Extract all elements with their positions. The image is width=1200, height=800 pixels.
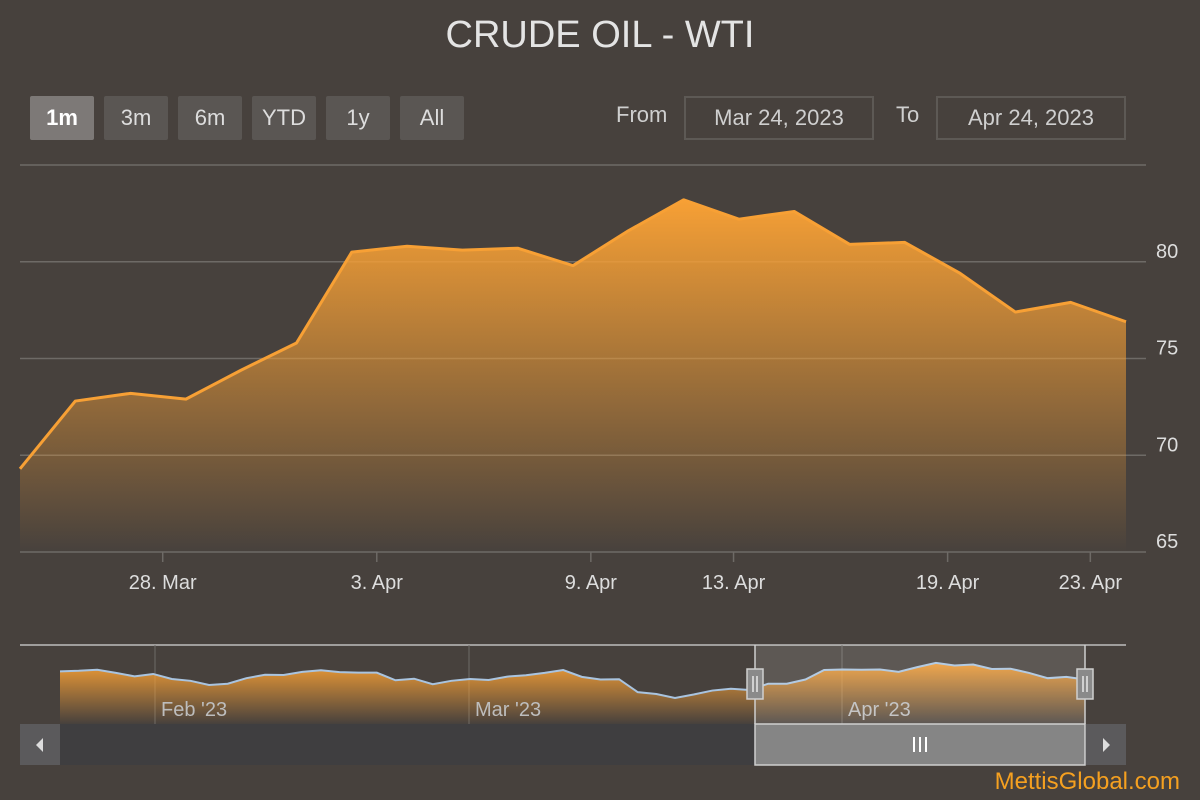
navigator-right-handle[interactable] xyxy=(1076,668,1094,700)
range-6m-button[interactable]: 6m xyxy=(178,96,242,140)
plot-area xyxy=(18,198,1127,552)
x-tick-label: 19. Apr xyxy=(916,572,980,594)
chevron-left-icon xyxy=(36,738,43,752)
range-ytd-button[interactable]: YTD xyxy=(252,96,316,140)
x-tick-label: 13. Apr xyxy=(702,572,766,594)
to-date-input[interactable]: Apr 24, 2023 xyxy=(936,96,1126,140)
navigator-x-label: Mar '23 xyxy=(475,699,541,721)
scrollbar[interactable] xyxy=(20,723,1126,766)
x-tick-label: 9. Apr xyxy=(565,572,618,594)
navigator-area xyxy=(60,662,1085,724)
y-tick-label: 75 xyxy=(1156,338,1178,360)
y-tick-label: 65 xyxy=(1156,531,1178,553)
to-label: To xyxy=(896,102,920,127)
x-tick-label: 28. Mar xyxy=(129,572,197,594)
series-area xyxy=(20,199,1126,552)
range-3m-button[interactable]: 3m xyxy=(104,96,168,140)
from-date-input[interactable]: Mar 24, 2023 xyxy=(684,96,874,140)
grip-icon xyxy=(913,737,927,752)
x-axis: 28. Mar 3. Apr 9. Apr 13. Apr 19. Apr 23. Apr xyxy=(129,552,1123,594)
y-tick-label: 80 xyxy=(1156,241,1178,263)
navigator-x-label: Feb '23 xyxy=(161,699,227,721)
chart-title: CRUDE OIL - WTI xyxy=(445,14,755,56)
navigator-x-label: Apr '23 xyxy=(848,699,911,721)
navigator-line xyxy=(59,661,1086,699)
y-axis: 65 70 75 80 xyxy=(1156,241,1178,553)
navigator-series xyxy=(59,661,1086,724)
from-label: From xyxy=(616,102,668,127)
navigator-left-handle[interactable] xyxy=(746,668,764,700)
navigator-selection[interactable] xyxy=(755,645,1085,724)
credit-link[interactable]: MettisGlobal.com xyxy=(994,768,1180,795)
navigator[interactable]: Feb '23 Mar '23 Apr '23 xyxy=(20,644,1126,765)
range-1m-button[interactable]: 1m xyxy=(30,96,94,140)
range-1y-button[interactable]: 1y xyxy=(326,96,390,140)
x-tick-label: 23. Apr xyxy=(1059,572,1123,594)
chevron-right-icon xyxy=(1103,738,1110,752)
range-all-button[interactable]: All xyxy=(400,96,464,140)
x-tick-label: 3. Apr xyxy=(351,572,404,594)
y-tick-label: 70 xyxy=(1156,434,1178,456)
navigator-labels: Feb '23 Mar '23 Apr '23 xyxy=(161,699,911,721)
series-line xyxy=(18,198,1127,470)
